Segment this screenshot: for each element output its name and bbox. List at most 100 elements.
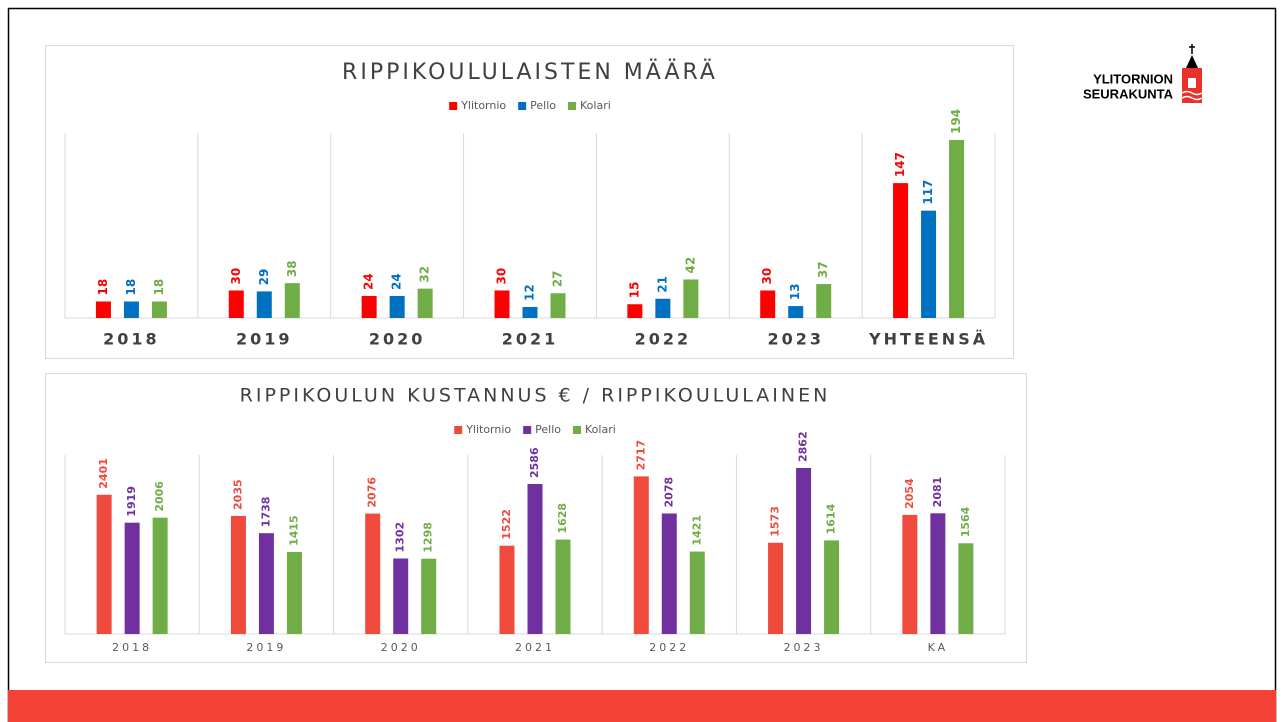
legend-label: Kolari: [580, 99, 611, 112]
bar: [230, 515, 246, 634]
logo-text: YLITORNION: [1093, 71, 1173, 86]
bar: [95, 301, 111, 318]
value-label: 18: [152, 279, 166, 296]
value-label: 2586: [528, 447, 541, 478]
bar: [228, 290, 244, 318]
value-label: 30: [495, 268, 509, 285]
value-label: 15: [627, 282, 641, 299]
x-tick-label: 2023: [784, 641, 824, 654]
x-tick-label: 2021: [515, 641, 555, 654]
legend-swatch: [523, 426, 532, 434]
x-tick-label: 2023: [767, 330, 824, 349]
bar: [893, 183, 909, 318]
x-tick-label: 2021: [502, 330, 559, 349]
value-label: 2081: [931, 477, 944, 508]
value-label: 30: [229, 268, 243, 285]
bar: [389, 295, 405, 318]
bar: [550, 293, 566, 318]
value-label: 1298: [422, 522, 435, 553]
value-label: 38: [285, 260, 299, 277]
logo-text: SEURAKUNTA: [1083, 86, 1174, 101]
bar: [627, 304, 643, 318]
bar: [689, 551, 705, 634]
x-tick-label: 2018: [103, 330, 160, 349]
bar: [527, 484, 543, 634]
bar: [655, 298, 671, 318]
x-tick-label: 2020: [369, 330, 426, 349]
bar: [286, 551, 302, 634]
x-tick-label: 2019: [236, 330, 293, 349]
value-label: 27: [551, 271, 565, 288]
x-tick-label: 2019: [246, 641, 286, 654]
legend-swatch: [568, 102, 577, 110]
value-label: 2076: [366, 477, 379, 508]
bar: [284, 283, 300, 318]
value-label: 1421: [690, 515, 703, 546]
bar: [124, 522, 140, 634]
x-tick-label: 2022: [649, 641, 689, 654]
bar: [421, 558, 437, 634]
bar: [494, 290, 510, 318]
bar: [123, 301, 139, 318]
bar: [796, 468, 812, 634]
chart-title: RIPPIKOULULAISTEN MÄÄRÄ: [342, 59, 718, 85]
bar: [555, 539, 571, 634]
value-label: 24: [362, 273, 376, 290]
value-label: 2717: [634, 440, 647, 471]
value-label: 2035: [231, 479, 244, 510]
logo-window: [1188, 78, 1196, 88]
bar: [393, 558, 409, 634]
x-tick-label: 2018: [112, 641, 152, 654]
legend-label: Ylitornio: [460, 99, 506, 112]
value-label: 2401: [97, 458, 110, 489]
bar: [499, 545, 515, 634]
bar: [921, 210, 937, 318]
value-label: 24: [390, 273, 404, 290]
legend-swatch: [518, 102, 527, 110]
footer-band: [8, 690, 1276, 722]
bar: [816, 284, 832, 318]
bar: [152, 517, 168, 634]
value-label: 1919: [125, 486, 138, 517]
bar: [760, 290, 776, 318]
value-label: 18: [96, 279, 110, 296]
bar: [902, 514, 918, 634]
bar: [683, 279, 699, 318]
bar: [151, 301, 167, 318]
bar: [788, 306, 804, 318]
value-label: 29: [257, 269, 271, 286]
value-label: 18: [124, 279, 138, 296]
chart-frame: [45, 45, 1014, 359]
bar: [365, 513, 381, 634]
value-label: 1614: [825, 503, 838, 534]
value-label: 1564: [959, 506, 972, 537]
value-label: 2006: [153, 481, 166, 512]
value-label: 30: [760, 268, 774, 285]
x-tick-label: 2020: [381, 641, 421, 654]
value-label: 1522: [500, 509, 513, 540]
value-label: 1573: [769, 506, 782, 537]
legend-swatch: [454, 426, 463, 434]
value-label: 117: [921, 180, 935, 205]
value-label: 2054: [903, 478, 916, 509]
value-label: 12: [523, 284, 537, 301]
bar: [958, 543, 974, 634]
bar: [361, 295, 377, 318]
logo: YLITORNION SEURAKUNTA: [1083, 44, 1203, 103]
legend-swatch: [573, 426, 582, 434]
value-label: 1415: [287, 515, 300, 546]
value-label: 2078: [662, 477, 675, 508]
value-label: 1302: [394, 522, 407, 553]
bar: [768, 542, 784, 634]
logo-roof: [1186, 55, 1198, 68]
legend-label: Pello: [535, 423, 561, 436]
bar: [661, 513, 677, 634]
bar: [949, 140, 965, 318]
x-tick-label: 2022: [635, 330, 692, 349]
value-label: 147: [893, 152, 907, 177]
bar: [417, 288, 433, 318]
legend-label: Ylitornio: [465, 423, 511, 436]
bar: [256, 291, 272, 318]
legend-swatch: [449, 102, 458, 110]
